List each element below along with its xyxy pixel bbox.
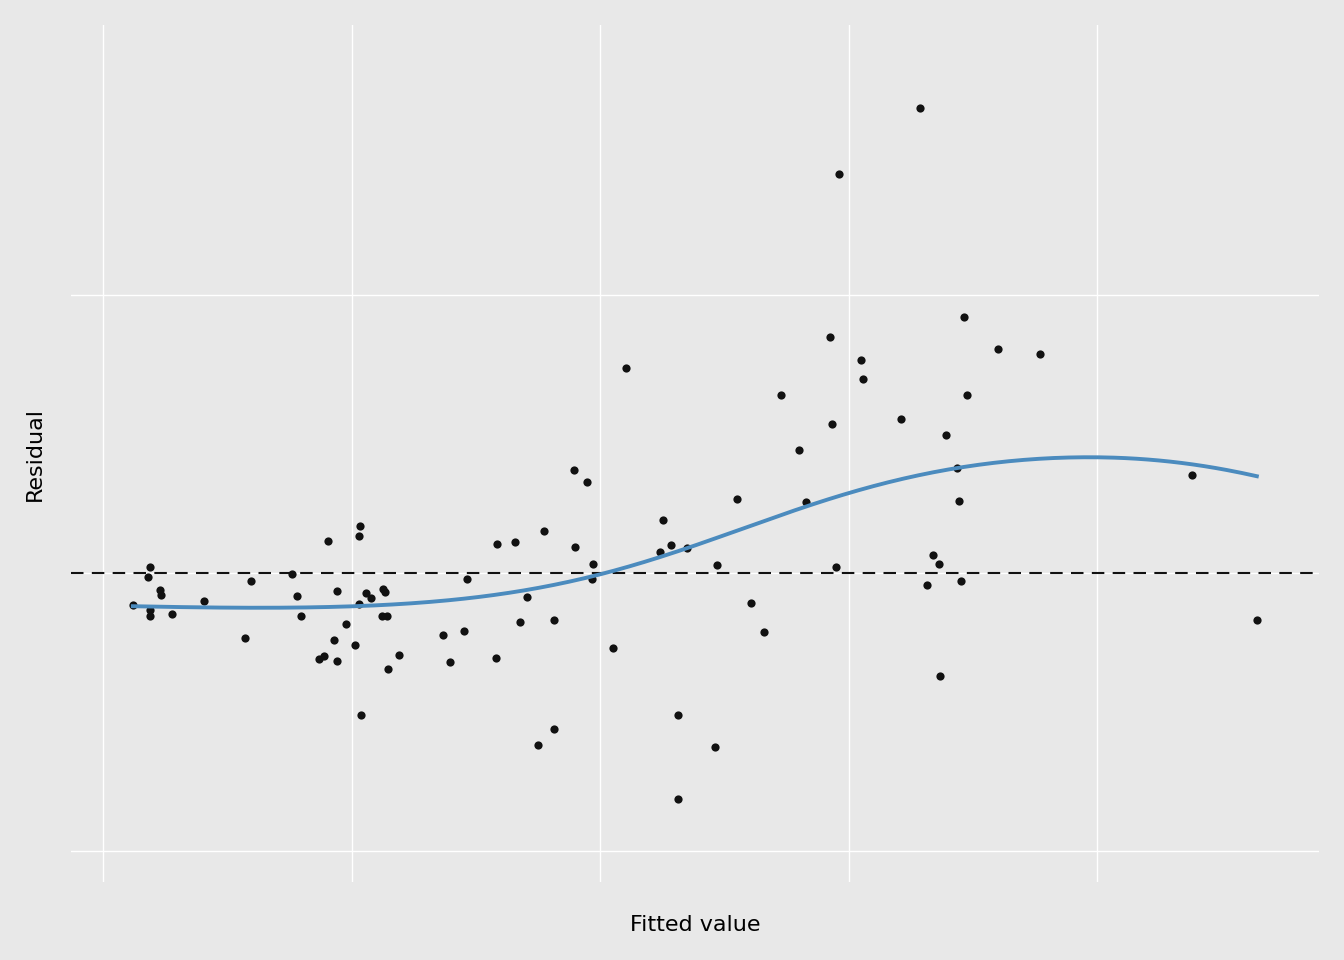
Point: [582, 557, 603, 572]
Point: [890, 411, 911, 426]
Point: [667, 708, 688, 723]
Point: [1030, 347, 1051, 362]
Point: [137, 569, 159, 585]
Point: [241, 573, 262, 588]
Point: [667, 792, 688, 807]
Point: [528, 737, 550, 753]
Point: [739, 596, 761, 612]
Point: [161, 607, 183, 622]
Point: [954, 309, 976, 324]
Point: [1181, 467, 1203, 482]
Point: [453, 624, 474, 639]
Y-axis label: Residual: Residual: [26, 407, 44, 501]
Point: [564, 540, 586, 555]
Point: [344, 637, 366, 653]
Point: [828, 167, 849, 182]
Point: [335, 616, 356, 632]
Point: [388, 647, 410, 662]
Point: [825, 560, 847, 575]
Point: [376, 609, 398, 624]
Point: [140, 603, 161, 618]
Point: [516, 589, 538, 605]
Point: [950, 573, 972, 588]
Point: [371, 609, 392, 624]
Point: [360, 590, 382, 606]
Point: [309, 652, 331, 667]
Point: [818, 329, 840, 345]
Point: [543, 722, 564, 737]
Point: [348, 529, 370, 544]
Point: [917, 578, 938, 593]
Point: [563, 463, 585, 478]
Point: [949, 492, 970, 508]
Point: [431, 627, 453, 642]
Point: [929, 556, 950, 571]
Point: [706, 557, 727, 572]
Point: [439, 655, 461, 670]
Point: [660, 537, 681, 552]
Point: [149, 583, 171, 598]
Point: [770, 387, 792, 402]
Point: [616, 361, 637, 376]
Point: [909, 100, 930, 115]
Point: [509, 614, 531, 630]
Point: [348, 596, 370, 612]
Point: [581, 572, 602, 588]
Point: [956, 388, 977, 403]
Point: [317, 533, 339, 548]
Point: [929, 668, 950, 684]
Point: [286, 588, 308, 604]
Point: [543, 612, 564, 628]
Point: [281, 566, 302, 582]
Point: [325, 653, 347, 668]
Point: [704, 739, 726, 755]
Point: [349, 518, 371, 534]
Point: [534, 523, 555, 539]
Point: [327, 584, 348, 599]
Point: [851, 352, 872, 368]
Point: [1246, 612, 1267, 628]
Point: [234, 631, 255, 646]
Point: [140, 608, 161, 623]
Point: [935, 427, 957, 443]
Point: [140, 560, 161, 575]
Point: [151, 588, 172, 603]
Point: [504, 535, 526, 550]
Point: [313, 648, 335, 663]
Point: [726, 491, 747, 506]
Point: [456, 571, 477, 587]
Point: [324, 633, 345, 648]
Point: [789, 442, 810, 457]
Point: [485, 651, 507, 666]
Point: [946, 460, 968, 475]
Point: [374, 585, 395, 600]
Point: [676, 540, 698, 556]
Point: [122, 598, 144, 613]
Point: [923, 548, 945, 564]
Point: [986, 342, 1008, 357]
Point: [652, 513, 673, 528]
Point: [355, 586, 376, 601]
Point: [649, 544, 671, 560]
Point: [754, 624, 775, 639]
Point: [378, 661, 399, 677]
Point: [821, 416, 843, 431]
Point: [602, 640, 624, 656]
Point: [796, 494, 817, 510]
Point: [577, 474, 598, 490]
Point: [372, 581, 394, 596]
Point: [852, 372, 874, 387]
Point: [290, 609, 312, 624]
X-axis label: Fitted value: Fitted value: [629, 915, 761, 935]
Point: [194, 593, 215, 609]
Point: [351, 708, 372, 723]
Point: [487, 537, 508, 552]
